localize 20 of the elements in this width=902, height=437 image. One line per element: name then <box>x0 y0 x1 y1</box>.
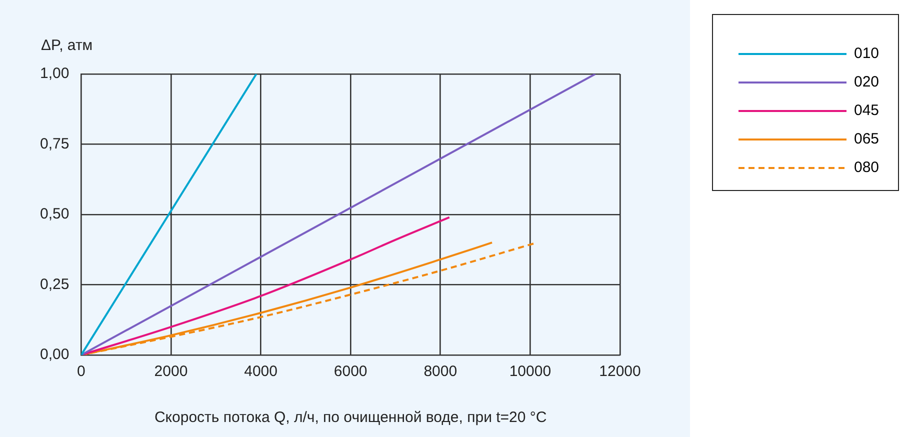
text: 010 <box>854 45 880 62</box>
x-tick-label: 12000 <box>599 363 641 380</box>
y-tick-label: 1,00 <box>40 65 70 82</box>
x-tick-label: 10000 <box>509 363 552 380</box>
x-tick-label: 6000 <box>334 363 368 380</box>
y-axis-title: ΔP, атм <box>41 37 93 54</box>
x-axis-title: Скорость потока Q, л/ч, по очищенной воде, при t=20 °С <box>154 409 547 426</box>
text: 080 <box>854 159 880 176</box>
y-tick-label: 0,75 <box>40 135 70 152</box>
x-tick-label: 8000 <box>424 363 458 380</box>
x-tick-label: 2000 <box>154 363 188 380</box>
y-tick-label: 0,00 <box>40 346 70 364</box>
y-tick-label: 0,25 <box>40 276 70 293</box>
text: 020 <box>854 74 880 91</box>
x-tick-label: 0 <box>77 363 86 380</box>
text: 065 <box>854 130 880 148</box>
y-tick-label: 0,50 <box>40 206 70 223</box>
text: 045 <box>854 102 880 120</box>
line-series <box>81 216 450 355</box>
x-tick-label: 4000 <box>244 363 278 380</box>
